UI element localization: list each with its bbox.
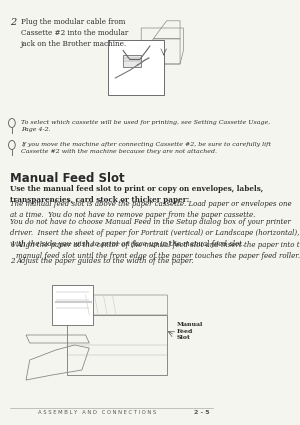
Bar: [123, 55, 141, 67]
Bar: [113, 44, 123, 53]
Text: The manual feed slot is above the paper cassette. Load paper or envelopes one
at: The manual feed slot is above the paper …: [11, 200, 292, 219]
Text: Adjust the paper guides to the width of the paper.: Adjust the paper guides to the width of …: [16, 257, 194, 265]
Text: Use the manual feed slot to print or copy on envelopes, labels,
transparencies, : Use the manual feed slot to print or cop…: [11, 185, 264, 204]
Text: Align the paper at the center of the manual feed slot and insert the paper into : Align the paper at the center of the man…: [16, 241, 300, 260]
Text: Manual
Feed
Slot: Manual Feed Slot: [176, 322, 203, 340]
Text: To select which cassette will be used for printing, see Setting Cassette Usage,
: To select which cassette will be used fo…: [21, 120, 270, 132]
Text: 2: 2: [11, 257, 15, 265]
Text: Plug the modular cable from
Cassette #2 into the modular
jack on the Brother mac: Plug the modular cable from Cassette #2 …: [21, 18, 128, 48]
Text: Manual Feed Slot: Manual Feed Slot: [11, 172, 125, 185]
Text: 1: 1: [11, 241, 15, 249]
Text: 2 - 5: 2 - 5: [194, 410, 210, 415]
Bar: [52, 285, 93, 325]
Text: If you move the machine after connecting Cassette #2, be sure to carefully lift
: If you move the machine after connecting…: [21, 142, 271, 154]
Text: A S S E M B L Y   A N D   C O N N E C T I O N S: A S S E M B L Y A N D C O N N E C T I O …: [38, 410, 156, 415]
Text: You do not have to choose Manual Feed in the Setup dialog box of your printer
dr: You do not have to choose Manual Feed in…: [11, 218, 300, 248]
Bar: [108, 40, 164, 95]
Text: 2: 2: [11, 18, 17, 27]
